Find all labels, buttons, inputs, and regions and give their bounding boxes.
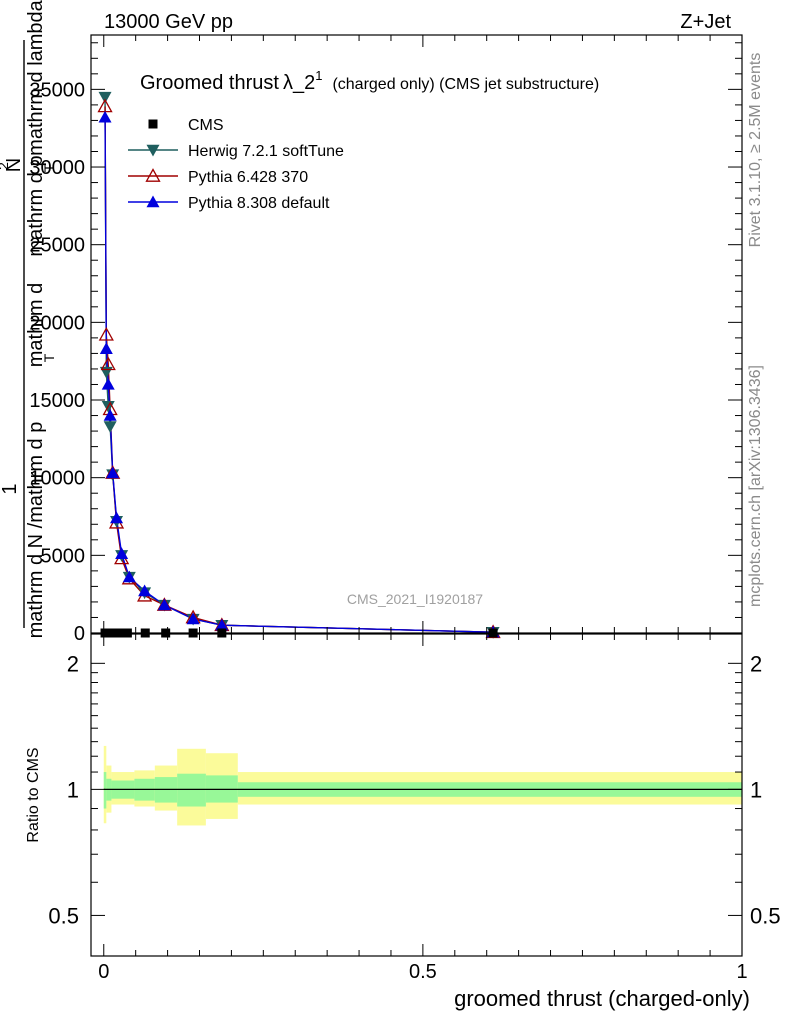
chart-subtitle: (charged only) (CMS jet substructure) <box>332 76 599 93</box>
main-ylabel-fragment: mathrm d lambda <box>25 0 47 156</box>
chart-title-sup: 1 <box>315 68 322 83</box>
ratio-band-stat <box>177 773 206 807</box>
main-ylabel-fragment: mathrm d p <box>25 155 47 256</box>
ratio-y-tick-label-right: 2 <box>750 651 762 676</box>
ratio-axis-group: 0.5 0.5 1 1 2 2 0 0.5 1 <box>48 634 781 983</box>
ratio-panel: 0.5 0.5 1 1 2 2 0 0.5 1 <box>48 633 781 983</box>
main-y-tick-label: 5000 <box>41 545 86 567</box>
main-ylabel-fragment: 1 <box>0 483 21 494</box>
data-point <box>98 91 112 104</box>
main-y-tick-label: 0 <box>74 623 85 645</box>
chart-title-group: Groomed thrust λ_21 (charged only) (CMS je… <box>140 68 599 94</box>
ratio-band-stat <box>103 772 107 809</box>
x-tick-label: 1 <box>736 961 747 983</box>
x-axis-label: groomed thrust (charged-only) <box>454 986 750 1011</box>
main-y-tick-label: 15000 <box>29 390 85 412</box>
side-text-bottom: mcplots.cern.ch [arXiv:1306.3436] <box>747 365 764 607</box>
side-text-top: Rivet 3.1.10, ≥ 2.5M events <box>747 53 764 248</box>
ratio-ylabel: Ratio to CMS <box>25 747 42 842</box>
data-point <box>100 356 116 371</box>
x-tick-label: 0 <box>98 961 109 983</box>
ratio-y-tick-label: 2 <box>67 651 79 676</box>
main-ylabel-fragment: N <box>3 158 25 172</box>
main-ylabel-fragment: mathrm d <box>25 283 47 367</box>
ratio-frame <box>90 633 743 957</box>
main-y-tick-label: 30000 <box>29 157 85 179</box>
data-point <box>115 547 129 559</box>
legend-marker <box>146 144 160 157</box>
data-point <box>186 612 200 625</box>
header-right: Z+Jet <box>680 11 731 33</box>
data-point <box>98 110 112 123</box>
legend-label: Pythia 6.428 370 <box>188 169 308 186</box>
legend-marker <box>148 119 158 129</box>
legend: CMS Herwig 7.2.1 softTune Pythia 6.428 370… <box>128 117 344 212</box>
chart-title-symbol: λ_2 <box>283 72 315 94</box>
data-point <box>110 511 124 524</box>
x-tick-label: 0.5 <box>409 961 437 983</box>
data-point <box>106 466 120 479</box>
legend-marker <box>146 195 160 208</box>
legend-marker <box>145 168 161 182</box>
chart-title: Groomed thrust λ_21 (charged only) (CMS je… <box>140 68 599 94</box>
main-y-tick-label: 10000 <box>29 468 85 490</box>
data-point <box>157 598 171 611</box>
main-ylabel-fragment: mathrm d N /mathrm d p <box>25 422 47 639</box>
ratio-y-tick-label: 1 <box>67 777 79 802</box>
ratio-y-tick-label-right: 0.5 <box>750 903 781 928</box>
ratio-bands-group <box>103 745 742 826</box>
data-point <box>103 421 117 433</box>
legend-label: CMS <box>188 117 224 134</box>
data-point <box>138 584 152 597</box>
main-y-tick-label: 20000 <box>29 312 85 334</box>
data-point <box>103 409 117 421</box>
main-ylabel-fragment: T <box>41 353 57 362</box>
data-point <box>122 570 136 583</box>
main-axis-group: 0 5000 10000 15000 20000 25000 30000 35000 <box>29 35 743 645</box>
ratio-y-tick-label-right: 1 <box>750 777 762 802</box>
main-ylabel-fragment: 2 <box>0 162 11 170</box>
ratio-y-tick-label: 0.5 <box>48 903 79 928</box>
main-y-tick-label: 35000 <box>29 79 85 101</box>
data-point <box>101 377 115 390</box>
data-point <box>99 342 113 354</box>
chart-title-main: Groomed thrust <box>140 72 279 94</box>
data-point <box>215 618 229 631</box>
legend-label: Pythia 8.308 default <box>188 195 330 212</box>
main-panel: CMS_2021_I1920187 0 5000 10000 15000 20000 25… <box>29 34 743 645</box>
header-left: 13000 GeV pp <box>104 11 233 33</box>
main-frame <box>90 34 743 634</box>
main-y-tick-label: 25000 <box>29 235 85 257</box>
legend-label: Herwig 7.2.1 softTune <box>188 143 344 160</box>
data-point <box>98 326 114 341</box>
watermark: CMS_2021_I1920187 <box>347 591 483 607</box>
main-ylabel-fragment: T <box>41 163 57 172</box>
